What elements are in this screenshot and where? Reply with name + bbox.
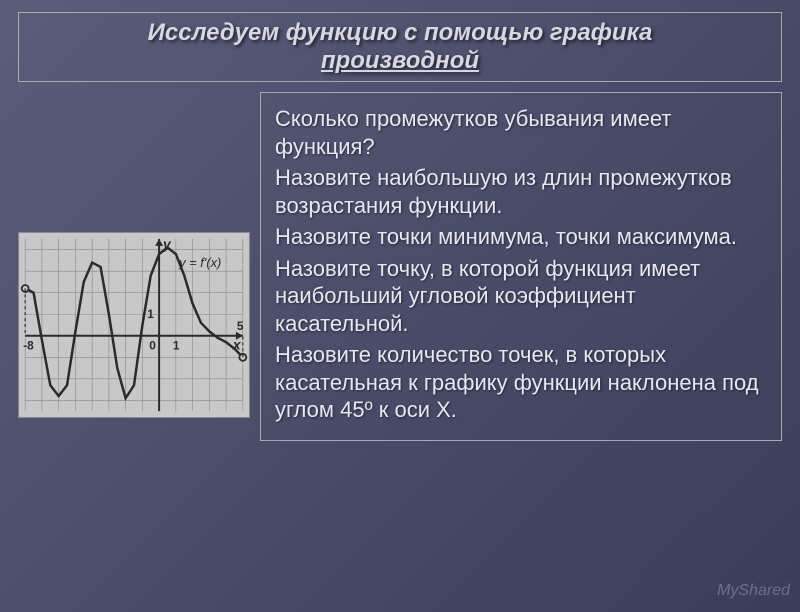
question-5: Назовите количество точек, в которых кас…: [275, 341, 767, 424]
question-2: Назовите наибольшую из длин промежутков …: [275, 164, 767, 219]
title-line1: Исследуем функцию с помощью графика: [148, 19, 653, 46]
title-line2: производной: [321, 47, 479, 74]
svg-text:1: 1: [147, 307, 154, 321]
svg-text:y: y: [162, 236, 172, 252]
title-bar: Исследуем функцию с помощью графика прои…: [18, 12, 782, 82]
watermark: MyShared: [717, 582, 790, 600]
graph-svg: y x 0 1 1 -8 5 y = f'(x): [19, 233, 249, 417]
svg-text:5: 5: [237, 319, 244, 333]
title-text: Исследуем функцию с помощью графика прои…: [31, 19, 769, 75]
svg-text:1: 1: [173, 339, 180, 353]
svg-text:-8: -8: [23, 339, 34, 353]
question-3: Назовите точки минимума, точки максимума…: [275, 223, 767, 251]
derivative-graph: y x 0 1 1 -8 5 y = f'(x): [18, 232, 250, 418]
svg-text:x: x: [232, 337, 242, 353]
questions-box: Сколько промежутков убывания имеет функц…: [260, 92, 782, 441]
svg-text:0: 0: [149, 339, 156, 353]
svg-text:y = f'(x): y = f'(x): [178, 255, 221, 270]
question-4: Назовите точку, в которой функция имеет …: [275, 255, 767, 338]
question-1: Сколько промежутков убывания имеет функц…: [275, 105, 767, 160]
content-area: y x 0 1 1 -8 5 y = f'(x) Сколько промежутков уб…: [0, 92, 800, 441]
